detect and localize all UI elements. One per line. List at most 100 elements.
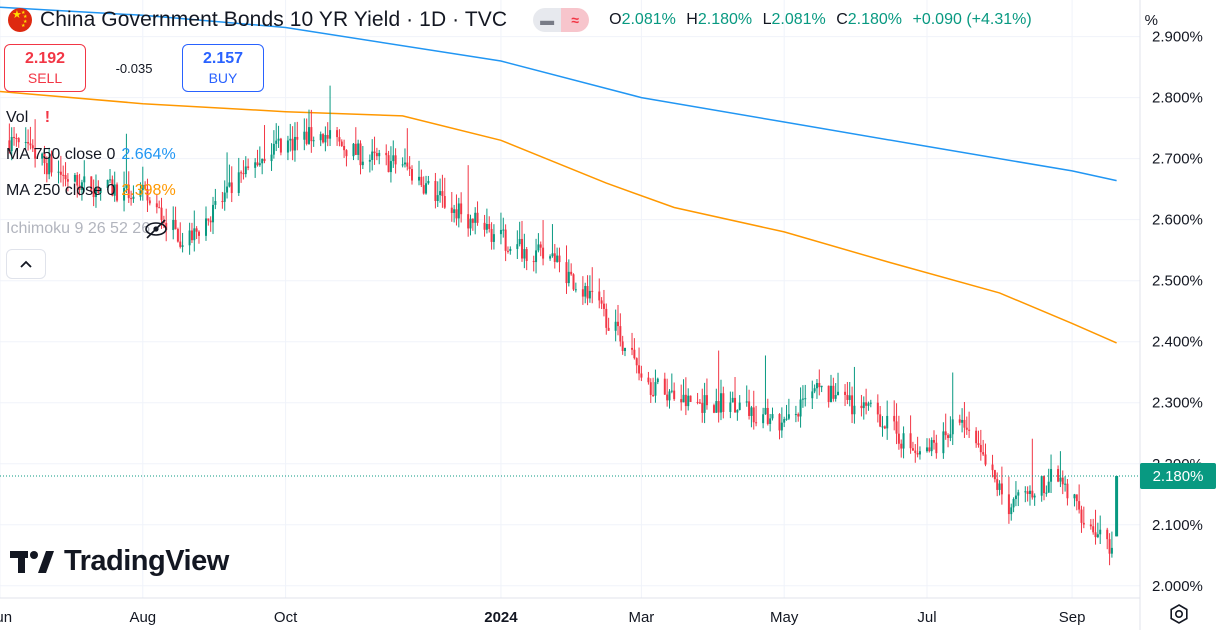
candle-body <box>682 394 685 403</box>
legend-ma250[interactable]: MA 250 close 0 2.398% <box>6 182 176 200</box>
eye-crossed-icon[interactable] <box>143 218 169 240</box>
candle-body <box>914 450 917 454</box>
candle-body <box>127 184 130 199</box>
candle-body <box>490 228 493 242</box>
candle-body <box>1057 469 1060 482</box>
candle-body <box>307 127 310 144</box>
candle-body <box>471 218 474 223</box>
ma750-value: 2.664% <box>121 146 176 163</box>
candle-body <box>123 187 126 201</box>
candle-body <box>633 349 636 359</box>
axis-unit-label[interactable]: % <box>1144 12 1158 29</box>
candle-body <box>354 143 357 155</box>
candle-body <box>525 249 528 261</box>
candle-body <box>193 228 196 241</box>
symbol-title[interactable]: China Government Bonds 10 YR Yield · 1D … <box>40 8 508 31</box>
candle-body <box>125 184 128 188</box>
candle-body <box>729 402 732 412</box>
legend-ichimoku[interactable]: Ichimoku 9 26 52 26 <box>6 218 169 240</box>
candle-body <box>832 385 835 399</box>
legend-ma750[interactable]: MA 750 close 0 2.664% <box>6 146 176 164</box>
candle-body <box>99 187 102 193</box>
candle-body <box>865 402 868 406</box>
candle-body <box>535 250 538 263</box>
candle-body <box>853 405 856 415</box>
candle-body <box>359 143 362 166</box>
y-tick-label: 2.000% <box>1152 578 1203 595</box>
candle-body <box>881 426 884 428</box>
candle-body <box>279 138 282 153</box>
candle-body <box>172 219 175 231</box>
candle-body <box>1082 522 1085 525</box>
warning-icon[interactable]: ! <box>44 109 51 126</box>
tradingview-logo[interactable]: TradingView <box>10 545 229 578</box>
candle-body <box>158 207 161 209</box>
candle-body <box>256 162 259 166</box>
candle-body <box>539 244 542 248</box>
candle-body <box>771 414 774 419</box>
approx-icon[interactable]: ≈ <box>561 8 590 32</box>
candle-body <box>734 397 737 413</box>
candle-body <box>160 207 163 221</box>
candle-body <box>94 187 97 198</box>
candle-body <box>226 186 229 193</box>
candle-body <box>78 185 81 190</box>
candle-body <box>933 440 936 443</box>
minus-icon[interactable]: ▬ <box>533 8 562 32</box>
candle-body <box>371 151 374 160</box>
candle-body <box>247 166 250 168</box>
candle-body <box>460 203 463 215</box>
candle-body <box>900 443 903 449</box>
candle-body <box>212 204 215 223</box>
collapse-legend-button[interactable] <box>6 249 46 279</box>
candle-body <box>8 140 11 152</box>
candle-body <box>846 394 849 400</box>
candle-body <box>799 399 802 417</box>
candle-body <box>436 195 439 201</box>
legend-vol[interactable]: Vol ! <box>6 109 50 127</box>
candle-body <box>190 230 193 241</box>
chart-mode-toggle[interactable]: ▬ ≈ <box>533 8 590 32</box>
candle-body <box>909 433 912 449</box>
buy-button[interactable]: 2.157 BUY <box>182 44 264 92</box>
candle-body <box>130 198 133 200</box>
candle-body <box>1031 490 1034 498</box>
candle-body <box>1106 529 1109 540</box>
candle-body <box>1047 481 1050 493</box>
ma250-value: 2.398% <box>121 182 176 199</box>
candle-body <box>703 395 706 413</box>
y-tick-label: 2.400% <box>1152 334 1203 351</box>
candle-body <box>738 402 741 410</box>
candle-body <box>965 427 968 430</box>
candle-body <box>813 388 816 392</box>
candle-body <box>310 127 313 142</box>
candle-body <box>916 453 919 455</box>
open-label: O <box>609 11 622 28</box>
candle-body <box>1064 483 1067 485</box>
candle-body <box>48 157 51 175</box>
candle-body <box>322 134 325 143</box>
candle-body <box>893 415 896 422</box>
candles <box>8 85 1119 566</box>
candle-body <box>209 220 212 223</box>
candle-body <box>305 131 308 144</box>
candle-body <box>621 341 624 352</box>
candle-body <box>712 405 715 413</box>
candle-body <box>780 422 783 431</box>
candle-body <box>474 212 477 223</box>
trade-panel: 2.192 SELL -0.035 2.157 BUY <box>4 44 264 92</box>
x-tick-label: Sep <box>1059 609 1086 626</box>
candle-body <box>787 414 790 419</box>
candle-body <box>586 286 589 299</box>
candle-body <box>408 166 411 170</box>
gear-icon[interactable] <box>1168 603 1190 625</box>
candle-body <box>804 398 807 400</box>
candle-body <box>1000 483 1003 495</box>
candle-body <box>176 229 179 242</box>
candle-body <box>144 184 147 189</box>
time-axis[interactable]: Jun Aug Oct 2024 Mar May Jul Sep <box>0 597 1140 626</box>
candle-body <box>591 290 594 292</box>
sell-button[interactable]: 2.192 SELL <box>4 44 86 92</box>
